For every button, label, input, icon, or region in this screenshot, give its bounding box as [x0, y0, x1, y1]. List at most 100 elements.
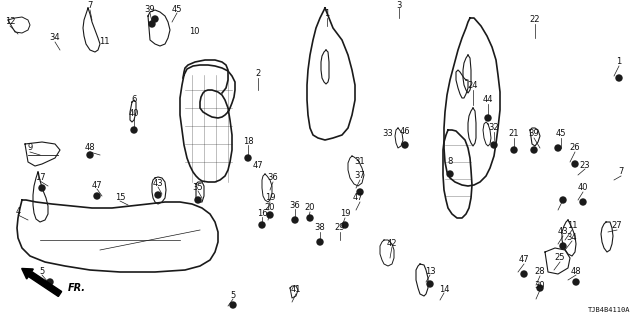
- Text: 36: 36: [290, 201, 300, 210]
- Circle shape: [39, 185, 45, 191]
- Text: 18: 18: [243, 137, 253, 146]
- Text: 34: 34: [566, 233, 577, 242]
- Circle shape: [149, 21, 155, 27]
- Text: 10: 10: [189, 28, 199, 36]
- Circle shape: [447, 171, 453, 177]
- Text: 22: 22: [530, 15, 540, 25]
- Text: 3: 3: [396, 1, 402, 10]
- Circle shape: [131, 127, 137, 133]
- Text: 9: 9: [28, 143, 33, 153]
- Circle shape: [152, 16, 158, 22]
- Text: 35: 35: [193, 182, 204, 191]
- Text: 14: 14: [439, 284, 449, 293]
- Circle shape: [521, 271, 527, 277]
- Text: 13: 13: [425, 267, 435, 276]
- Text: 23: 23: [580, 161, 590, 170]
- Text: 41: 41: [291, 285, 301, 294]
- Circle shape: [560, 197, 566, 203]
- Text: 47: 47: [253, 161, 263, 170]
- Text: 28: 28: [534, 268, 545, 276]
- Circle shape: [47, 279, 53, 285]
- Text: 20: 20: [265, 204, 275, 212]
- Text: 48: 48: [571, 267, 581, 276]
- Text: 20: 20: [305, 204, 316, 212]
- Text: 47: 47: [92, 180, 102, 189]
- Text: 7: 7: [618, 167, 624, 177]
- Text: 45: 45: [172, 4, 182, 13]
- Text: 48: 48: [84, 143, 95, 153]
- Text: 39: 39: [529, 130, 540, 139]
- Circle shape: [317, 239, 323, 245]
- Circle shape: [560, 243, 566, 249]
- Text: 6: 6: [131, 95, 137, 105]
- Text: 33: 33: [383, 129, 394, 138]
- Text: 5: 5: [40, 267, 45, 276]
- Text: 4: 4: [15, 206, 20, 215]
- Text: 36: 36: [268, 173, 278, 182]
- Text: 1: 1: [616, 58, 621, 67]
- Text: 39: 39: [145, 4, 156, 13]
- Text: 1: 1: [324, 10, 330, 19]
- Text: 44: 44: [483, 95, 493, 105]
- Text: 11: 11: [99, 37, 109, 46]
- Circle shape: [616, 75, 622, 81]
- Text: TJB4B4110A: TJB4B4110A: [588, 307, 630, 313]
- Text: 45: 45: [556, 130, 566, 139]
- Circle shape: [485, 115, 491, 121]
- Text: 26: 26: [570, 143, 580, 153]
- Circle shape: [357, 189, 363, 195]
- Text: 42: 42: [387, 238, 397, 247]
- Text: 30: 30: [534, 282, 545, 291]
- Circle shape: [580, 199, 586, 205]
- Text: 43: 43: [557, 228, 568, 236]
- Text: 11: 11: [567, 221, 577, 230]
- Text: 37: 37: [355, 172, 365, 180]
- Text: 25: 25: [555, 253, 565, 262]
- Text: 38: 38: [315, 223, 325, 233]
- Text: 16: 16: [257, 209, 268, 218]
- Text: 29: 29: [335, 223, 345, 233]
- Circle shape: [572, 161, 578, 167]
- Circle shape: [94, 193, 100, 199]
- Circle shape: [195, 197, 201, 203]
- Text: 34: 34: [50, 34, 60, 43]
- Circle shape: [573, 279, 579, 285]
- Text: 5: 5: [230, 291, 236, 300]
- Circle shape: [230, 302, 236, 308]
- Circle shape: [537, 285, 543, 291]
- Text: 31: 31: [355, 156, 365, 165]
- Text: 12: 12: [4, 18, 15, 27]
- Text: 19: 19: [265, 194, 275, 203]
- Circle shape: [87, 152, 93, 158]
- Text: 43: 43: [153, 179, 163, 188]
- Circle shape: [307, 215, 313, 221]
- Circle shape: [531, 147, 537, 153]
- Circle shape: [491, 142, 497, 148]
- Circle shape: [259, 222, 265, 228]
- Text: 47: 47: [518, 255, 529, 265]
- Text: 46: 46: [400, 127, 410, 137]
- Circle shape: [555, 145, 561, 151]
- Text: FR.: FR.: [68, 283, 86, 293]
- Text: 47: 47: [353, 194, 364, 203]
- Circle shape: [402, 142, 408, 148]
- FancyArrow shape: [22, 268, 61, 297]
- Circle shape: [342, 222, 348, 228]
- Text: 40: 40: [578, 183, 588, 193]
- Text: 21: 21: [509, 130, 519, 139]
- Circle shape: [292, 217, 298, 223]
- Text: 15: 15: [115, 193, 125, 202]
- Text: 19: 19: [340, 210, 350, 219]
- Text: 2: 2: [255, 68, 260, 77]
- Circle shape: [511, 147, 517, 153]
- Circle shape: [267, 212, 273, 218]
- Circle shape: [245, 155, 251, 161]
- Text: 27: 27: [612, 221, 622, 230]
- Text: 32: 32: [489, 124, 499, 132]
- Text: 8: 8: [447, 156, 452, 165]
- Circle shape: [155, 192, 161, 198]
- Text: 7: 7: [87, 2, 93, 11]
- Text: 40: 40: [129, 108, 140, 117]
- Circle shape: [427, 281, 433, 287]
- Text: 17: 17: [35, 172, 45, 181]
